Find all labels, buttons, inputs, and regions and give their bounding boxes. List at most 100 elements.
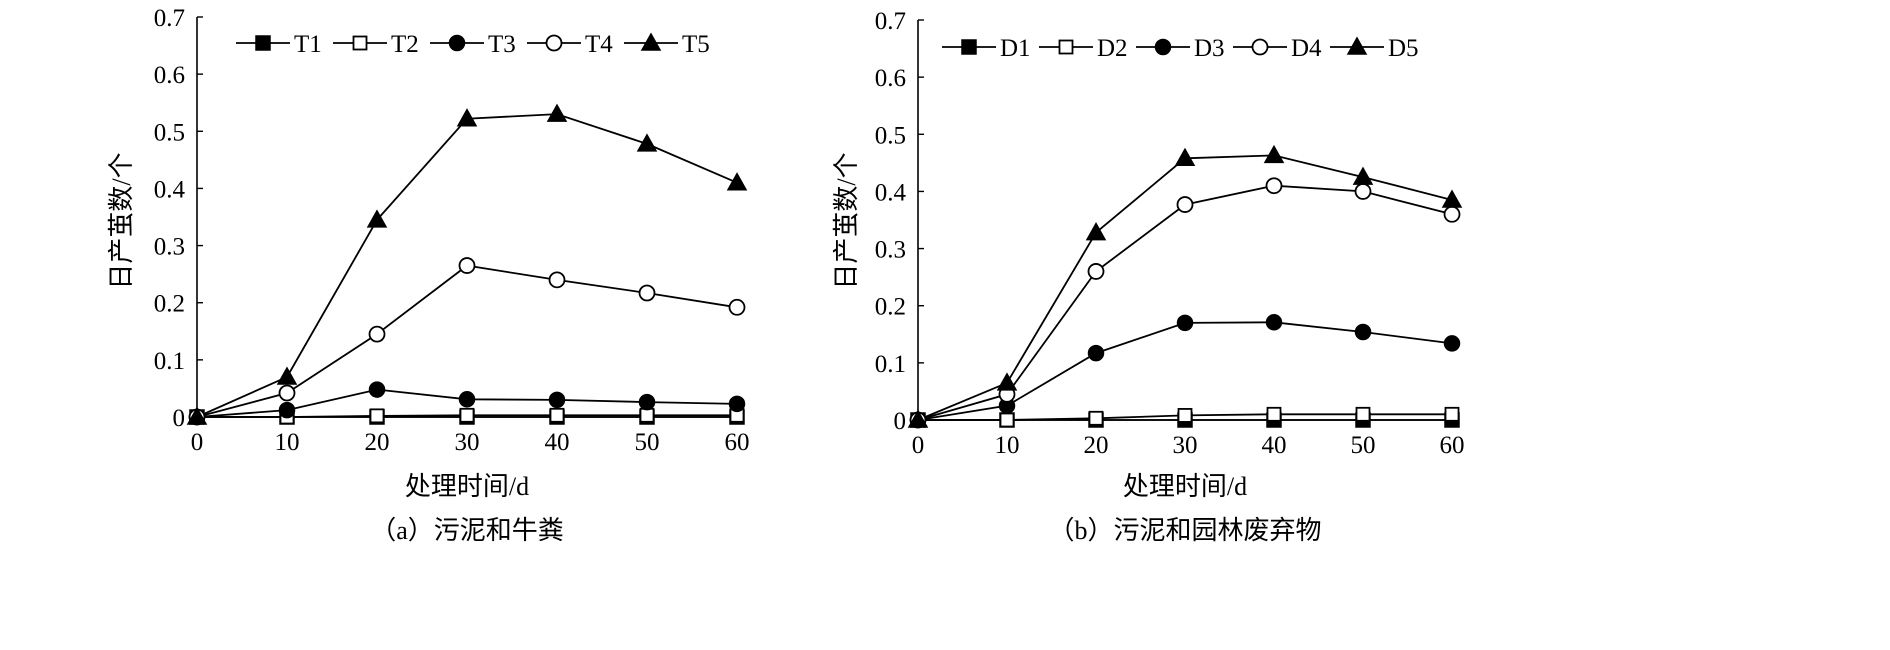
chart-a-point-t3 [278, 401, 296, 419]
chart-b-series-line-d3 [917, 321, 1453, 421]
chart-b-x-tick-label: 60 [1440, 432, 1465, 459]
chart-a-point-t5 [276, 366, 298, 385]
chart-b-point-d5 [996, 372, 1018, 391]
chart-a-point-t5 [726, 172, 748, 191]
chart-b-point-d2 [1088, 410, 1104, 426]
chart-a-caption: （a）污泥和牛粪 [370, 516, 564, 545]
chart-b-point-d3 [1176, 314, 1194, 332]
chart-a-legend-marker-t5 [640, 32, 662, 51]
chart-a-xlabel: 处理时间/d [405, 472, 529, 501]
chart-b-legend-marker-d2 [1058, 39, 1074, 55]
chart-b-y-tick-label: 0.1 [875, 351, 906, 378]
chart-a-y-tick-label: 0.6 [154, 62, 185, 89]
chart-a-point-t2 [549, 407, 565, 423]
chart-b-caption: （b）污泥和园林废弃物 [1048, 516, 1321, 545]
chart-b-point-d3 [1443, 335, 1461, 352]
chart-a-x-tick-label: 10 [275, 429, 300, 456]
chart-a-legend-marker-t3 [448, 34, 466, 52]
chart-b-legend-label: D2 [1097, 35, 1128, 62]
chart-b-y-tick-label: 0.7 [875, 8, 906, 35]
chart-a-x-tick-label: 60 [725, 429, 750, 456]
chart-b-point-d5 [1174, 147, 1196, 167]
chart-b-x-tick-label: 30 [1173, 432, 1198, 459]
chart-b-y-tick-label: 0.5 [875, 122, 906, 149]
chart-b-point-d2 [1444, 406, 1460, 422]
chart-a-x-tick-label: 50 [635, 429, 660, 456]
chart-b-series-line-d5 [917, 154, 1453, 421]
chart-a-x-tick-label: 40 [545, 429, 570, 456]
chart-a-point-t2 [459, 407, 475, 423]
chart-a-point-t2 [369, 408, 385, 424]
chart-b-point-d3 [1087, 344, 1105, 362]
chart-a-point-t3 [638, 393, 656, 411]
chart-b-point-d4 [1354, 183, 1372, 200]
chart-a-point-t5 [186, 406, 208, 425]
chart-a-ylabel: 日产茧数/个 [107, 152, 136, 289]
chart-b: 日产茧数/个 处理时间/d （b）污泥和园林废弃物 0 0.1 0.2 0.3 0.4 0… [832, 8, 1465, 545]
chart-a-x-tick-label: 20 [365, 429, 390, 456]
chart-b-x-tick-label: 50 [1351, 432, 1376, 459]
chart-b-point-d4 [1087, 263, 1105, 280]
chart-a-legend-label: T4 [585, 31, 613, 58]
chart-b-point-d4 [1176, 196, 1194, 213]
chart-a-y-tick-label: 0.3 [154, 234, 185, 261]
chart-b-legend-label: D3 [1194, 35, 1225, 62]
chart-a-y-tick-label: 0 [173, 405, 186, 432]
chart-a-legend-label: T5 [682, 31, 710, 58]
chart-b-legend-label: D1 [1000, 35, 1031, 62]
chart-b-y-tick-label: 0.2 [875, 294, 906, 321]
chart-b-legend-marker-d3 [1154, 38, 1172, 56]
chart-b-series-line-d4 [917, 184, 1453, 421]
chart-b-legend-label: D5 [1388, 35, 1419, 62]
chart-a-y-tick-label: 0.4 [154, 176, 186, 203]
chart-a-point-t3 [548, 391, 566, 409]
chart-b-y-tick-label: 0.4 [875, 179, 907, 206]
chart-a-y-tick-label: 0.1 [154, 348, 185, 375]
chart-a-legend-label: T2 [391, 31, 419, 58]
chart-a-point-t4 [548, 271, 566, 289]
chart-a-y-tick-label: 0.7 [154, 5, 185, 32]
chart-a-y-tick-label: 0.5 [154, 119, 185, 146]
chart-b-x-tick-label: 10 [995, 432, 1020, 459]
chart-a-point-t4 [458, 257, 476, 274]
chart-b-point-d2 [1177, 408, 1193, 423]
chart-b-point-d4 [1265, 177, 1283, 195]
chart-b-point-d5 [1263, 144, 1285, 164]
chart-a-point-t4 [278, 384, 296, 402]
chart-b-point-d5 [1352, 166, 1374, 185]
chart-b-y-tick-label: 0.3 [875, 237, 906, 264]
chart-b-point-d3 [1265, 314, 1283, 331]
chart-a-legend-marker-t4 [545, 34, 563, 52]
chart-a-legend-label: T1 [294, 31, 322, 58]
chart-b-legend-label: D4 [1291, 35, 1322, 62]
chart-a-point-t3 [728, 395, 746, 413]
chart-b-y-tick-label: 0.6 [875, 65, 906, 92]
chart-b-point-d2 [1266, 406, 1282, 422]
chart-b-x-tick-label: 40 [1262, 432, 1287, 459]
chart-a-legend-label: T3 [488, 31, 516, 58]
chart-a: 日产茧数/个 处理时间/d （a）污泥和牛粪 0 0.1 0.2 0.3 0.4 0.5 0… [107, 5, 750, 545]
chart-b-point-d2 [999, 412, 1015, 428]
chart-b-point-d2 [1355, 406, 1371, 422]
chart-a-point-t4 [728, 298, 746, 316]
chart-b-legend-marker-d4 [1251, 38, 1269, 56]
chart-a-x-tick-label: 30 [455, 429, 480, 456]
chart-b-point-d4 [1443, 205, 1461, 223]
chart-a-point-t3 [458, 391, 476, 408]
chart-a-legend-marker-t1 [255, 35, 271, 51]
chart-a-point-t5 [366, 209, 388, 228]
chart-b-legend-marker-d5 [1346, 36, 1368, 55]
chart-a-point-t3 [368, 381, 386, 398]
chart-b-point-d5 [907, 409, 929, 428]
chart-b-point-d5 [1085, 222, 1107, 241]
chart-b-xlabel: 处理时间/d [1123, 472, 1247, 501]
chart-a-x-tick-label: 0 [191, 429, 204, 456]
chart-a-point-t5 [636, 133, 658, 152]
chart-a-legend-marker-t2 [352, 35, 368, 51]
chart-a-point-t5 [456, 108, 478, 127]
chart-a-point-t4 [368, 325, 386, 343]
chart-a-point-t2 [639, 407, 655, 423]
chart-b-ylabel: 日产茧数/个 [832, 152, 861, 289]
chart-b-point-d3 [1354, 323, 1372, 341]
